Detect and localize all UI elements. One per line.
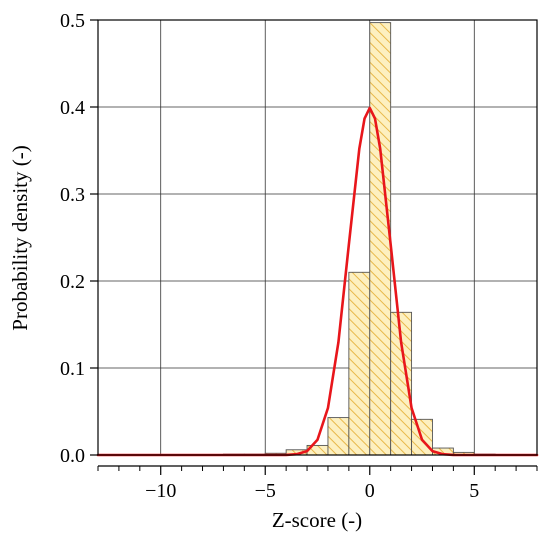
density-line [96, 106, 539, 457]
histogram-bar [348, 271, 371, 456]
y-tick-label: 0.3 [60, 184, 85, 206]
x-tick-label: −5 [255, 480, 276, 502]
plot-frame [97, 19, 538, 456]
histogram-bar [327, 417, 350, 456]
x-tick-label: 0 [365, 480, 375, 502]
histogram-bars [222, 22, 496, 456]
grid [98, 19, 537, 455]
x-tick-label: −10 [145, 480, 176, 502]
y-tick-label: 0.4 [60, 97, 85, 119]
histogram-bar [369, 22, 392, 456]
axis-ticks: 0.0 0.1 0.2 0.3 0.4 0.5 −10 −5 0 5 [60, 10, 538, 502]
y-tick-label: 0.1 [60, 358, 85, 380]
axes [97, 19, 538, 467]
y-tick-label: 0.5 [60, 10, 85, 32]
x-tick-label: 5 [469, 480, 479, 502]
y-tick-label: 0.2 [60, 271, 85, 293]
x-axis-label: Z-score (-) [272, 508, 362, 532]
y-axis-label: Probability density (-) [8, 145, 32, 330]
y-tick-label: 0.0 [60, 445, 85, 467]
density-curve [96, 106, 539, 457]
